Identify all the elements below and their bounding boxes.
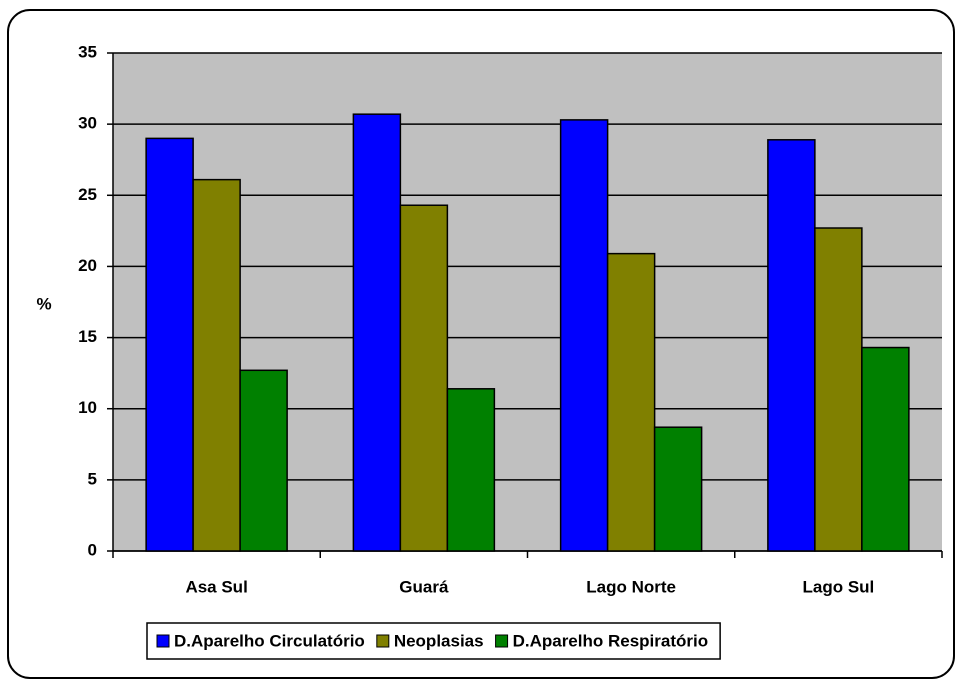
y-tick-label: 25 [78,185,97,204]
legend-label: Neoplasias [394,631,484,650]
legend-swatch [495,634,509,648]
x-tick-label: Asa Sul [185,577,247,596]
bar [767,139,816,552]
bar [239,369,288,552]
y-tick-label: 15 [78,327,97,346]
y-axis-label: % [36,294,51,313]
bar [446,388,496,552]
bar [861,346,910,552]
x-tick-label: Guará [399,577,449,596]
y-tick-label: 5 [88,469,97,488]
bar [559,119,609,552]
legend-box [146,622,721,660]
y-tick-label: 10 [78,398,97,417]
y-tick-label: 35 [78,42,97,61]
y-tick-label: 20 [78,256,97,275]
y-tick-label: 30 [78,114,97,133]
bar [352,113,402,552]
legend-swatch [376,634,390,648]
legend-label: D.Aparelho Respiratório [513,631,709,650]
bar [145,137,194,552]
bar [192,178,241,552]
y-tick-label: 0 [88,540,97,559]
legend-swatch [156,634,170,648]
bar [814,227,863,552]
x-tick-label: Lago Norte [586,577,676,596]
x-tick-label: Lago Sul [802,577,874,596]
bar [399,204,449,552]
bar [653,426,703,552]
legend-label: D.Aparelho Circulatório [174,631,365,650]
bar [606,252,656,552]
